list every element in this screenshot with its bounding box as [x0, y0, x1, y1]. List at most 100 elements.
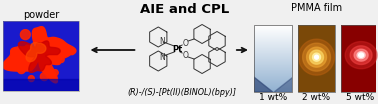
Polygon shape	[254, 36, 292, 37]
Polygon shape	[254, 75, 292, 76]
Polygon shape	[254, 63, 292, 64]
Polygon shape	[254, 30, 292, 31]
Polygon shape	[254, 77, 273, 92]
Polygon shape	[254, 66, 292, 67]
Polygon shape	[54, 39, 61, 46]
Polygon shape	[28, 76, 34, 82]
Text: O: O	[182, 51, 188, 59]
Polygon shape	[254, 53, 292, 54]
Polygon shape	[254, 68, 292, 69]
Polygon shape	[254, 65, 292, 66]
Polygon shape	[254, 33, 292, 34]
Bar	[341, 25, 378, 92]
Polygon shape	[254, 86, 292, 87]
Polygon shape	[254, 59, 292, 60]
Polygon shape	[254, 40, 292, 41]
Polygon shape	[254, 79, 292, 80]
Polygon shape	[254, 71, 292, 72]
Polygon shape	[254, 45, 292, 46]
Text: powder: powder	[23, 10, 59, 20]
Polygon shape	[359, 53, 364, 57]
Polygon shape	[254, 39, 292, 40]
Polygon shape	[299, 39, 335, 75]
Polygon shape	[254, 41, 292, 42]
Text: PMMA film: PMMA film	[291, 3, 342, 13]
Polygon shape	[254, 42, 292, 43]
Polygon shape	[254, 58, 292, 59]
Polygon shape	[254, 85, 292, 86]
Polygon shape	[314, 55, 319, 59]
Polygon shape	[350, 46, 372, 64]
Polygon shape	[254, 88, 292, 89]
Polygon shape	[254, 38, 292, 39]
Polygon shape	[52, 70, 58, 76]
Polygon shape	[254, 81, 292, 82]
Polygon shape	[254, 89, 292, 90]
Polygon shape	[254, 82, 292, 83]
Polygon shape	[19, 41, 60, 72]
Polygon shape	[354, 49, 368, 61]
Bar	[297, 25, 335, 92]
Polygon shape	[254, 48, 292, 49]
Polygon shape	[17, 47, 22, 53]
Polygon shape	[254, 32, 292, 33]
Polygon shape	[254, 70, 292, 71]
Bar	[254, 25, 292, 92]
Text: Pt: Pt	[172, 45, 182, 53]
Bar	[254, 25, 292, 92]
Polygon shape	[303, 43, 330, 71]
Polygon shape	[254, 74, 292, 75]
Polygon shape	[40, 73, 48, 81]
Polygon shape	[254, 51, 292, 52]
Polygon shape	[254, 35, 292, 36]
Polygon shape	[3, 27, 76, 83]
Polygon shape	[254, 52, 292, 53]
Polygon shape	[58, 57, 64, 63]
Polygon shape	[254, 25, 292, 26]
Polygon shape	[254, 83, 292, 84]
Polygon shape	[254, 55, 292, 56]
Text: O: O	[182, 38, 188, 48]
Bar	[341, 25, 378, 92]
Polygon shape	[254, 29, 292, 30]
Text: 2 wt%: 2 wt%	[302, 92, 331, 102]
Polygon shape	[254, 76, 292, 77]
Polygon shape	[254, 61, 292, 62]
Polygon shape	[254, 78, 292, 79]
Polygon shape	[254, 90, 292, 91]
Polygon shape	[254, 72, 292, 73]
Polygon shape	[254, 50, 292, 51]
Polygon shape	[310, 50, 324, 64]
Polygon shape	[254, 46, 292, 47]
Polygon shape	[254, 47, 292, 48]
Polygon shape	[307, 47, 327, 67]
Bar	[3, 21, 79, 91]
Polygon shape	[254, 64, 292, 65]
Polygon shape	[254, 62, 292, 63]
Polygon shape	[254, 57, 292, 58]
Polygon shape	[254, 56, 292, 57]
Polygon shape	[254, 84, 292, 85]
Text: 5 wt%: 5 wt%	[346, 92, 375, 102]
Polygon shape	[254, 26, 292, 27]
Polygon shape	[254, 69, 292, 70]
Polygon shape	[254, 91, 292, 92]
Polygon shape	[357, 52, 365, 59]
Polygon shape	[254, 73, 292, 74]
Polygon shape	[254, 77, 292, 78]
Polygon shape	[254, 31, 292, 32]
Polygon shape	[254, 54, 292, 55]
Polygon shape	[254, 80, 292, 81]
Polygon shape	[313, 53, 321, 61]
Polygon shape	[26, 43, 46, 62]
Polygon shape	[254, 44, 292, 45]
Polygon shape	[254, 34, 292, 35]
Polygon shape	[17, 66, 25, 74]
Bar	[297, 25, 335, 92]
Text: N: N	[160, 37, 165, 46]
Text: N: N	[160, 53, 165, 61]
Polygon shape	[254, 60, 292, 61]
Polygon shape	[254, 43, 292, 44]
Polygon shape	[345, 42, 377, 69]
Polygon shape	[3, 79, 79, 91]
